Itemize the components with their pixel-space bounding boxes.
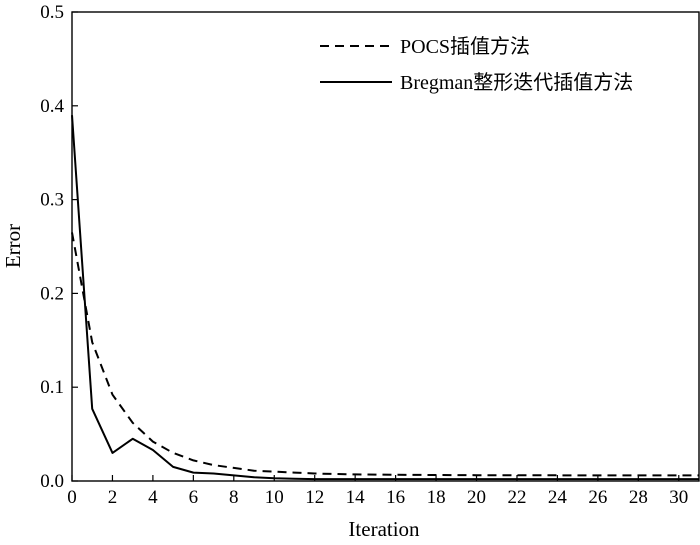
- x-tick-label: 8: [229, 487, 239, 508]
- x-tick-label: 24: [548, 487, 568, 508]
- axes: [71, 11, 700, 482]
- x-tick-label: 28: [629, 487, 648, 508]
- y-tick-label: 0.5: [40, 2, 64, 23]
- legend-label-0: POCS插值方法: [400, 35, 530, 58]
- x-tick-label: 2: [108, 487, 118, 508]
- x-tick-label: 30: [669, 487, 688, 508]
- series-layer: [71, 115, 699, 481]
- x-tick-label: 6: [189, 487, 199, 508]
- x-tick-label: 0: [67, 487, 77, 508]
- ticks: 0 2 4 6 8 10 12 14 16 18 20 22 24 26 28 300.00.10.20.30…: [40, 2, 688, 508]
- x-tick-label: 26: [588, 487, 607, 508]
- y-tick-label: 0.0: [40, 471, 64, 492]
- legend: POCS插值方法 Bregman整形迭代插值方法: [320, 35, 633, 94]
- x-tick-label: 22: [507, 487, 526, 508]
- x-tick-label: 16: [386, 487, 405, 508]
- y-tick-label: 0.1: [40, 377, 64, 398]
- y-tick-label: 0.4: [40, 96, 64, 117]
- plot-frame: [71, 11, 700, 482]
- x-tick-label: 4: [148, 487, 158, 508]
- y-tick-label: 0.3: [40, 190, 64, 211]
- legend-label-1: Bregman整形迭代插值方法: [400, 71, 633, 94]
- x-tick-label: 12: [305, 487, 324, 508]
- x-axis-label: Iteration: [348, 517, 420, 541]
- x-tick-label: 18: [427, 487, 446, 508]
- x-tick-label: 10: [265, 487, 284, 508]
- x-tick-label: 20: [467, 487, 486, 508]
- y-tick-label: 0.2: [40, 283, 64, 304]
- y-axis-label: Error: [1, 224, 25, 268]
- series-line-1: [71, 115, 699, 481]
- x-tick-label: 14: [346, 487, 366, 508]
- series-line-0: [71, 232, 699, 477]
